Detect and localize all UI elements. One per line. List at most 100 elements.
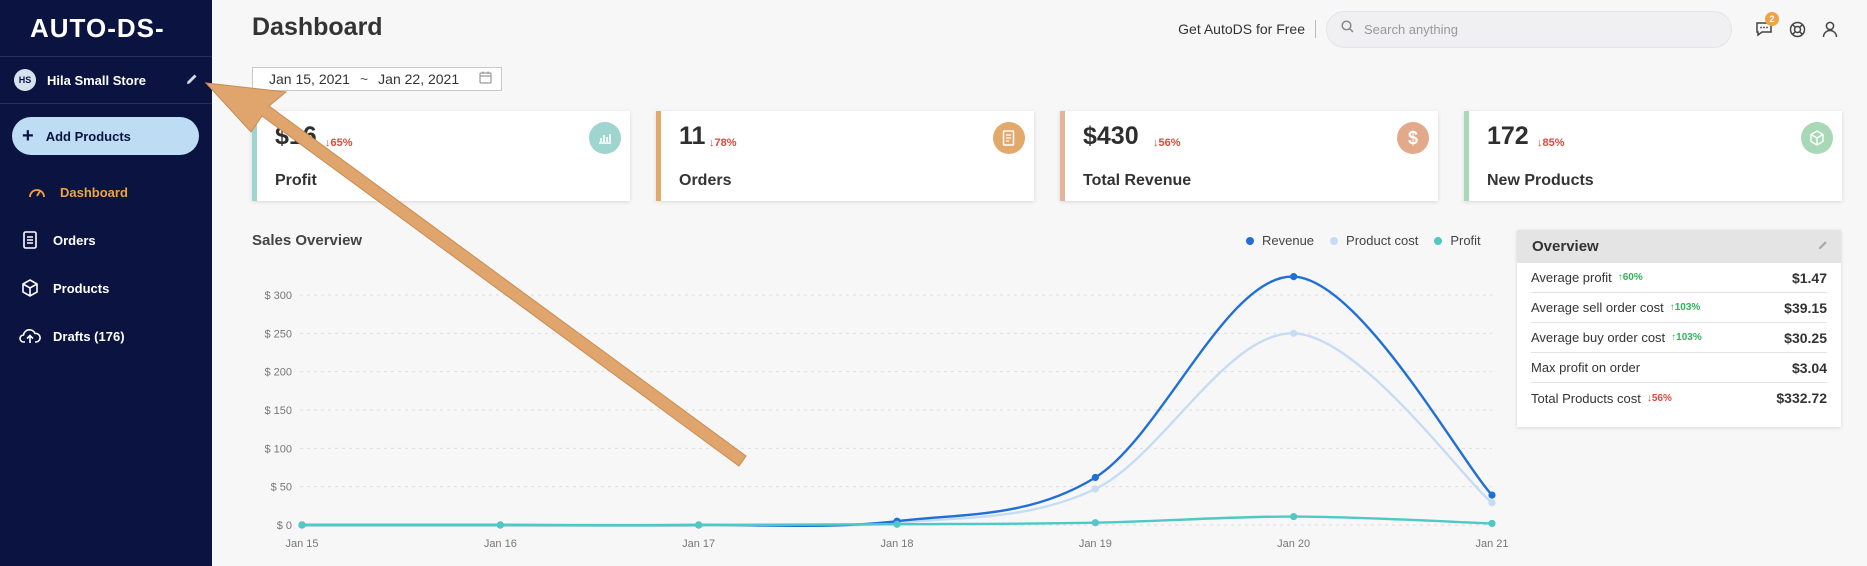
search-input[interactable] xyxy=(1364,21,1694,37)
stat-label: New Products xyxy=(1487,172,1594,189)
data-point-profit xyxy=(1091,519,1099,527)
stat-change: ↓85% xyxy=(1537,137,1565,149)
overview-header: Overview xyxy=(1517,230,1841,263)
overview-row: Average buy order cost ↑103% $30.25 xyxy=(1531,323,1827,353)
overview-row-value: $1.47 xyxy=(1791,269,1827,286)
pencil-icon[interactable] xyxy=(186,73,198,88)
document-icon xyxy=(19,231,41,249)
x-tick-label: Jan 16 xyxy=(484,538,517,550)
date-separator: ~ xyxy=(359,71,369,87)
y-tick-label: $ 150 xyxy=(264,405,292,417)
x-tick-label: Jan 15 xyxy=(285,538,318,550)
y-tick-label: $ 0 xyxy=(277,520,292,532)
sidebar-item-orders[interactable]: Orders xyxy=(0,216,212,264)
sidebar: AUTO-DS- HS Hila Small Store + Add Produ… xyxy=(0,0,212,566)
overview-row-value: $39.15 xyxy=(1784,299,1827,316)
gauge-icon xyxy=(26,185,48,199)
search-box[interactable] xyxy=(1326,10,1732,48)
y-tick-label: $ 50 xyxy=(271,482,292,494)
overview-row-label: Average profit xyxy=(1531,270,1612,285)
legend-item-product-cost[interactable]: Product cost xyxy=(1330,233,1418,248)
data-point-profit xyxy=(496,521,504,529)
sidebar-item-dashboard[interactable]: Dashboard xyxy=(0,168,212,216)
overview-row-value: $30.25 xyxy=(1784,329,1827,346)
store-name: Hila Small Store xyxy=(47,72,146,88)
notification-badge: 2 xyxy=(1765,12,1779,26)
user-icon xyxy=(1822,21,1838,37)
data-point-product-cost xyxy=(1091,485,1099,493)
y-tick-label: $ 250 xyxy=(264,328,292,340)
overview-row-change: ↑60% xyxy=(1617,272,1643,283)
sidebar-item-label: Products xyxy=(53,280,110,296)
overview-row: Total Products cost ↓56% $332.72 xyxy=(1531,383,1827,413)
legend-item-revenue[interactable]: Revenue xyxy=(1246,233,1314,248)
x-tick-label: Jan 19 xyxy=(1079,538,1112,550)
overview-row-change: ↓56% xyxy=(1646,392,1672,404)
y-tick-label: $ 200 xyxy=(264,367,292,379)
data-point-product-cost xyxy=(1488,499,1496,507)
sidebar-nav: Dashboard Orders Products Drafts (176) xyxy=(0,168,212,360)
legend-label: Product cost xyxy=(1346,233,1419,248)
overview-row-change: ↑103% xyxy=(1671,332,1702,343)
data-point-profit xyxy=(695,521,703,529)
y-tick-label: $ 100 xyxy=(264,443,292,455)
sidebar-item-drafts[interactable]: Drafts (176) xyxy=(0,312,212,360)
account-button[interactable] xyxy=(1817,16,1843,42)
data-point-product-cost xyxy=(1290,329,1298,337)
box-icon xyxy=(19,279,41,297)
plus-icon: + xyxy=(22,125,34,147)
stat-value: 172 xyxy=(1487,122,1529,150)
stat-value: $430 xyxy=(1083,122,1139,150)
overview-row: Average profit ↑60% $1.47 xyxy=(1531,263,1827,293)
page-title: Dashboard xyxy=(252,13,383,41)
series-line-revenue xyxy=(302,275,1493,528)
series-line-product-cost xyxy=(302,332,1493,528)
stat-change: ↓56% xyxy=(1153,137,1181,149)
data-point-revenue xyxy=(1091,473,1099,482)
data-point-profit xyxy=(893,520,901,528)
store-avatar: HS xyxy=(14,69,36,91)
sidebar-item-label: Dashboard xyxy=(60,184,128,200)
stat-card-total-revenue: $430 ↓56% Total Revenue $ xyxy=(1060,111,1438,201)
chat-notifications-button[interactable]: 2 xyxy=(1751,12,1779,42)
overview-row-label: Total Products cost xyxy=(1531,390,1641,406)
add-products-label: Add Products xyxy=(45,128,131,144)
sidebar-item-label: Orders xyxy=(53,232,96,248)
legend-item-profit[interactable]: Profit xyxy=(1434,233,1481,248)
stat-label: Total Revenue xyxy=(1083,172,1192,189)
legend-dot xyxy=(1330,236,1339,245)
data-point-profit xyxy=(1488,519,1496,528)
overview-row-value: $3.04 xyxy=(1791,359,1827,376)
overview-row: Max profit on order $3.04 xyxy=(1531,353,1827,383)
top-bar: Get AutoDS for Free 2 xyxy=(1178,10,1867,48)
dollar-icon: $ xyxy=(1397,122,1429,154)
x-tick-label: Jan 21 xyxy=(1475,538,1508,550)
store-selector[interactable]: HS Hila Small Store xyxy=(0,57,212,104)
legend-dot xyxy=(1434,236,1443,245)
package-icon xyxy=(1801,122,1833,154)
header-icons: 2 xyxy=(1744,12,1843,42)
order-doc-icon xyxy=(993,122,1025,154)
lifebuoy-icon xyxy=(1789,21,1805,37)
overview-row-label: Average buy order cost xyxy=(1531,330,1666,345)
legend-label: Profit xyxy=(1450,233,1481,248)
overview-title: Overview xyxy=(1532,238,1599,255)
legend-label: Revenue xyxy=(1262,233,1315,248)
search-icon xyxy=(1341,20,1354,38)
sidebar-item-label: Drafts (176) xyxy=(53,328,125,344)
help-button[interactable] xyxy=(1784,16,1810,42)
data-point-profit xyxy=(298,521,306,529)
data-point-profit xyxy=(1290,512,1298,521)
add-products-button[interactable]: + Add Products xyxy=(12,117,199,155)
sidebar-item-products[interactable]: Products xyxy=(0,264,212,312)
y-tick-label: $ 300 xyxy=(264,290,292,302)
overview-row: Average sell order cost ↑103% $39.15 xyxy=(1531,293,1827,323)
autods-logo[interactable]: AUTO-DS- xyxy=(0,0,212,57)
pencil-icon[interactable] xyxy=(1818,240,1828,253)
x-tick-label: Jan 18 xyxy=(880,538,913,550)
stat-card-new-products: 172 ↓85% New Products xyxy=(1464,111,1842,201)
data-point-revenue xyxy=(1488,491,1496,499)
overview-panel: Overview Average profit ↑60% $1.47 Avera… xyxy=(1517,230,1841,427)
get-autods-free-link[interactable]: Get AutoDS for Free xyxy=(1178,20,1316,38)
